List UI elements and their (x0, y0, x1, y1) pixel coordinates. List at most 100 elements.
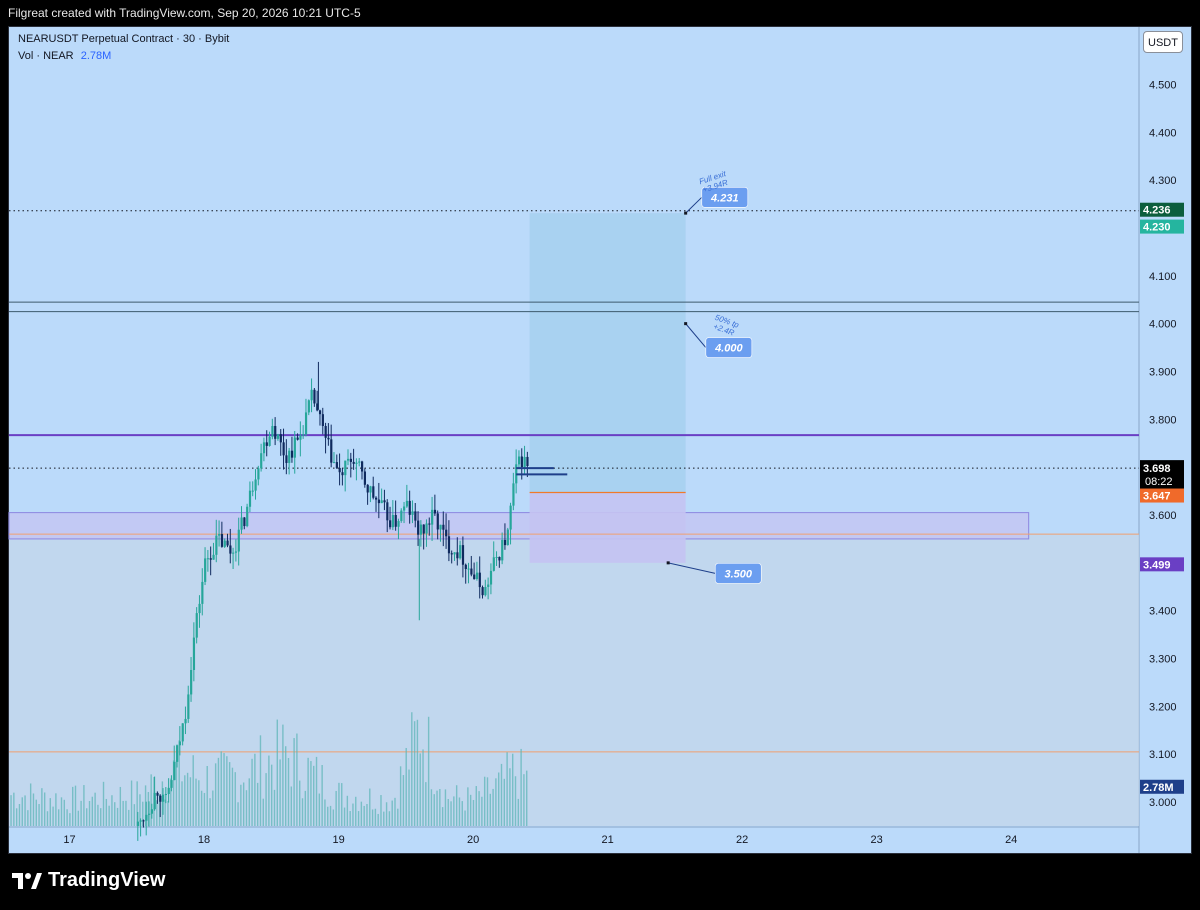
attribution-text: Filgreat created with TradingView.com, S… (8, 6, 361, 20)
candle-body (195, 613, 198, 638)
volume-bar (237, 802, 239, 826)
candle-body (178, 741, 182, 746)
volume-bar (116, 807, 119, 826)
volume-legend: Vol · NEAR 2.78M (18, 50, 111, 62)
candle-body (470, 568, 473, 575)
price-badge-target-bg (1140, 219, 1184, 234)
candle-body (257, 468, 260, 480)
volume-bar (46, 811, 49, 826)
candle-body (226, 540, 229, 546)
volume-bar (200, 790, 203, 826)
volume-bar (469, 794, 472, 826)
candle-body (431, 509, 434, 525)
volume-bar (427, 716, 430, 826)
candle-body (512, 483, 515, 506)
candle-body (324, 425, 327, 438)
volume-bar (383, 811, 385, 826)
volume-bar (251, 758, 253, 826)
volume-bar (514, 776, 517, 826)
candle-body (310, 389, 313, 401)
price-callout-box (714, 563, 762, 584)
price-axis-area (1139, 27, 1191, 853)
volume-bar (276, 719, 278, 826)
candle-body (341, 472, 344, 476)
callout-connector (685, 196, 703, 214)
volume-bar (254, 753, 256, 826)
volume-bar (212, 790, 214, 826)
volume-bar (125, 800, 127, 826)
volume-bar (158, 794, 161, 826)
candle-body (142, 820, 145, 822)
candle-body (523, 456, 526, 468)
candle-body (327, 437, 330, 440)
candle-body (397, 521, 400, 527)
volume-bar (172, 760, 175, 826)
candle-body (170, 780, 173, 788)
candle-body (484, 587, 487, 596)
volume-bar (464, 810, 466, 826)
volume-bar (49, 798, 51, 826)
price-callout-label: 4.231 (710, 192, 739, 204)
volume-bar (304, 790, 307, 826)
volume-bar (355, 796, 357, 826)
volume-bar (18, 803, 21, 826)
volume-bar (217, 757, 220, 826)
price-badge-stop: 3.499 (1143, 559, 1171, 571)
volume-bar (248, 778, 250, 826)
volume-bar (512, 753, 514, 826)
volume-legend-label: Vol · NEAR (18, 50, 74, 62)
volume-bar (186, 772, 189, 826)
candle-body (377, 499, 381, 504)
candle-body (206, 558, 210, 560)
volume-bar (72, 786, 74, 826)
price-badge-stop-bg (1140, 557, 1184, 572)
candle-body (153, 792, 156, 810)
price-callout-label: 3.500 (724, 568, 752, 580)
candle-body (332, 462, 336, 464)
volume-bar (209, 798, 211, 826)
volume-bar (97, 804, 99, 826)
volume-bar (497, 772, 500, 826)
brand-name: TradingView (48, 869, 166, 891)
volume-bar (88, 801, 91, 826)
candle-body (442, 524, 445, 530)
volume-bar (352, 803, 354, 826)
volume-bar (369, 788, 371, 826)
volume-bar (422, 749, 424, 826)
volume-bar (91, 796, 94, 826)
volume-bar (506, 752, 508, 826)
volume-bar (416, 719, 419, 826)
candle-body (414, 511, 417, 521)
candle-body (145, 814, 148, 821)
candle-body (394, 515, 397, 527)
candle-body (316, 403, 319, 411)
volume-bar (439, 789, 441, 826)
candle-body (265, 442, 268, 446)
candle-body (198, 603, 201, 614)
volume-bar (377, 813, 379, 826)
volume-bar (329, 805, 332, 826)
price-callout-box (701, 187, 749, 208)
candle-body (313, 389, 316, 404)
volume-bar (55, 793, 57, 826)
candle-body (506, 529, 509, 546)
volume-bar (413, 721, 416, 826)
volume-bar (192, 755, 194, 826)
candle-body (403, 506, 406, 511)
volume-bar (77, 810, 80, 826)
price-tick-label: 4.100 (1149, 271, 1177, 283)
currency-button[interactable]: USDT (1143, 31, 1183, 53)
volume-bar (343, 807, 346, 826)
candle-body (425, 523, 428, 534)
volume-bar (60, 797, 63, 826)
candle-body (498, 557, 501, 561)
volume-bar (256, 782, 259, 826)
volume-bar (86, 808, 88, 826)
candle-body (240, 517, 243, 530)
volume-bar (472, 799, 475, 826)
volume-bar (240, 784, 242, 826)
volume-bar (29, 783, 32, 826)
candle-body (422, 524, 425, 534)
volume-bar (119, 786, 122, 826)
